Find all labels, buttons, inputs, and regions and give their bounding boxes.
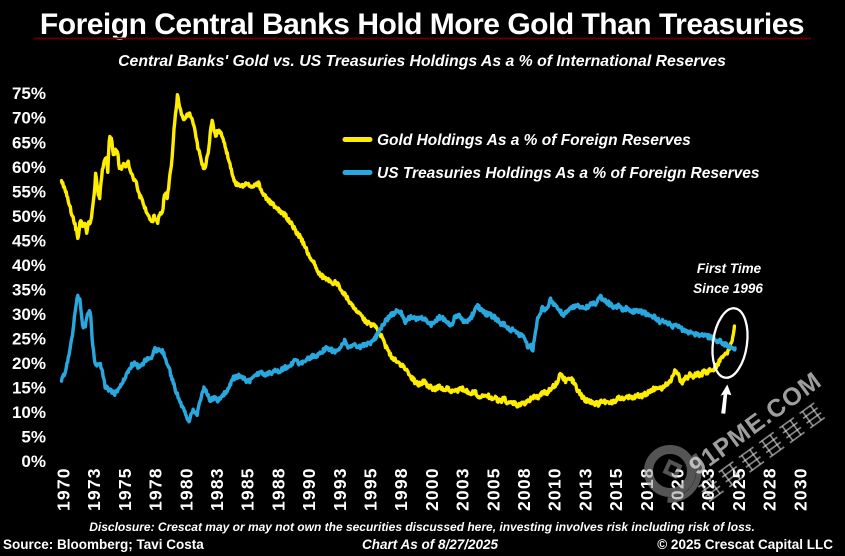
svg-text:Chart As of 8/27/2025: Chart As of 8/27/2025 bbox=[362, 537, 499, 552]
svg-text:1998: 1998 bbox=[391, 467, 411, 511]
svg-text:1978: 1978 bbox=[146, 467, 166, 511]
svg-text:20%: 20% bbox=[12, 354, 46, 373]
svg-text:1983: 1983 bbox=[207, 467, 227, 511]
svg-text:1985: 1985 bbox=[238, 467, 258, 511]
svg-text:© 2025 Crescat Capital LLC: © 2025 Crescat Capital LLC bbox=[657, 537, 833, 552]
svg-text:1988: 1988 bbox=[268, 467, 288, 511]
svg-text:Foreign Central Banks Hold Mor: Foreign Central Banks Hold More Gold Tha… bbox=[40, 8, 804, 41]
svg-text:15%: 15% bbox=[12, 379, 46, 398]
svg-text:2008: 2008 bbox=[514, 467, 534, 511]
svg-text:2025: 2025 bbox=[729, 467, 749, 511]
svg-text:Central Banks' Gold vs. US Tre: Central Banks' Gold vs. US Treasuries Ho… bbox=[118, 53, 726, 70]
svg-text:2015: 2015 bbox=[606, 467, 626, 511]
svg-text:1990: 1990 bbox=[299, 467, 319, 511]
svg-text:2010: 2010 bbox=[545, 467, 565, 511]
svg-text:2028: 2028 bbox=[760, 467, 780, 511]
svg-text:2023: 2023 bbox=[698, 467, 718, 511]
svg-text:2000: 2000 bbox=[422, 467, 442, 511]
svg-text:50%: 50% bbox=[12, 207, 46, 226]
svg-text:55%: 55% bbox=[12, 182, 46, 201]
svg-text:1975: 1975 bbox=[115, 467, 135, 511]
svg-text:75%: 75% bbox=[12, 84, 46, 103]
svg-text:1980: 1980 bbox=[176, 467, 196, 511]
svg-text:Source: Bloomberg; Tavi Costa: Source: Bloomberg; Tavi Costa bbox=[3, 537, 204, 552]
svg-text:45%: 45% bbox=[12, 231, 46, 250]
svg-text:65%: 65% bbox=[12, 133, 46, 152]
svg-text:35%: 35% bbox=[12, 281, 46, 300]
svg-text:2005: 2005 bbox=[483, 467, 503, 511]
svg-text:70%: 70% bbox=[12, 109, 46, 128]
svg-text:30%: 30% bbox=[12, 305, 46, 324]
svg-text:25%: 25% bbox=[12, 330, 46, 349]
svg-text:First Time: First Time bbox=[697, 261, 762, 276]
svg-text:2013: 2013 bbox=[575, 467, 595, 511]
svg-text:1970: 1970 bbox=[54, 467, 74, 511]
svg-text:US Treasuries Holdings As a %: US Treasuries Holdings As a % of Foreign… bbox=[377, 165, 760, 182]
svg-text:Since 1996: Since 1996 bbox=[693, 281, 763, 296]
svg-text:2030: 2030 bbox=[790, 467, 810, 511]
svg-text:2003: 2003 bbox=[453, 467, 473, 511]
svg-text:0%: 0% bbox=[21, 452, 46, 471]
svg-text:Gold Holdings As a % of Foreig: Gold Holdings As a % of Foreign Reserves bbox=[377, 132, 691, 149]
svg-text:1993: 1993 bbox=[330, 467, 350, 511]
svg-text:1973: 1973 bbox=[84, 467, 104, 511]
svg-text:10%: 10% bbox=[12, 403, 46, 422]
svg-text:5%: 5% bbox=[21, 428, 46, 447]
svg-text:40%: 40% bbox=[12, 256, 46, 275]
svg-text:1995: 1995 bbox=[361, 467, 381, 511]
svg-text:Disclosure: Crescat may or may: Disclosure: Crescat may or may not own t… bbox=[89, 520, 755, 534]
svg-text:60%: 60% bbox=[12, 158, 46, 177]
